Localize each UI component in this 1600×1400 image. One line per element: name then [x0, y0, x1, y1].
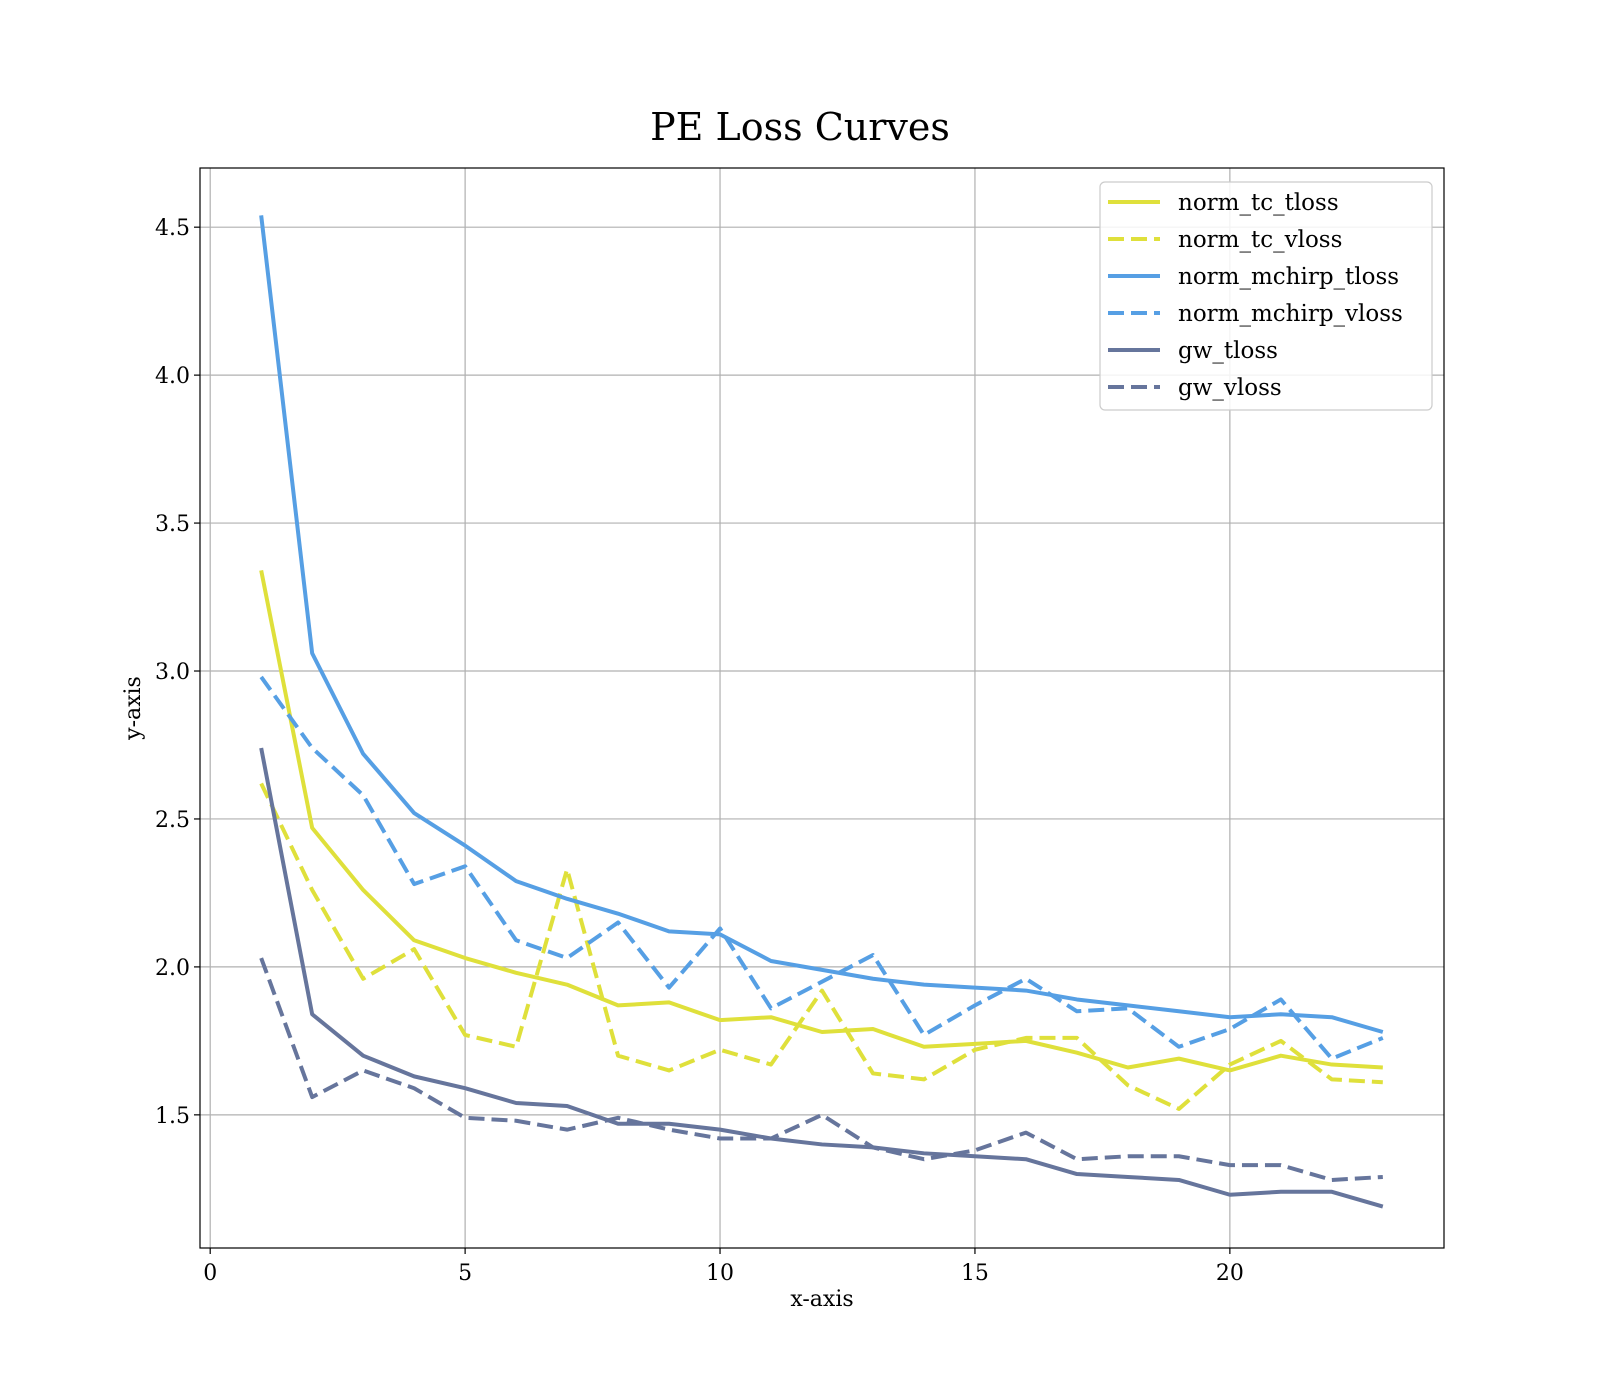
y-axis-label: y-axis: [121, 676, 146, 741]
legend-label-norm_mchirp_vloss: norm_mchirp_vloss: [1178, 301, 1403, 327]
series-line-norm_tc_tloss: [259, 570, 1383, 1073]
x-axis-label: x-axis: [790, 1287, 853, 1312]
x-tick-label: 10: [706, 1261, 734, 1286]
x-tick-label: 20: [1216, 1261, 1244, 1286]
series-line-norm_mchirp_vloss: [259, 675, 1384, 1061]
y-tick-label: 2.0: [155, 956, 190, 981]
y-tick-label: 3.5: [155, 512, 190, 537]
legend-label-gw_vloss: gw_vloss: [1178, 375, 1282, 401]
y-tick-label: 4.0: [155, 364, 190, 389]
legend-label-norm_tc_tloss: norm_tc_tloss: [1178, 190, 1339, 216]
grid: [200, 168, 1444, 1248]
legend: norm_tc_tloss norm_tc_vloss norm_mchirp_tl…: [1099, 181, 1433, 411]
x-tick-label: 0: [203, 1261, 217, 1286]
plot-frame: [199, 167, 1445, 1249]
legend-label-norm_tc_vloss: norm_tc_vloss: [1178, 227, 1342, 253]
x-tick-label: 15: [961, 1261, 989, 1286]
y-tick-label: 1.5: [155, 1104, 190, 1129]
y-axis-ticks: 1.5 2.0 2.5 3.0 3.5 4.0 4.5: [155, 216, 200, 1129]
series-line-norm_tc_vloss: [259, 782, 1383, 1111]
legend-box: [1099, 181, 1433, 411]
y-tick-label: 3.0: [155, 660, 190, 685]
series-line-norm_mchirp_tloss: [259, 215, 1384, 1034]
series-line-gw_tloss: [259, 747, 1384, 1209]
legend-label-gw_tloss: gw_tloss: [1178, 338, 1278, 364]
x-tick-label: 5: [458, 1261, 472, 1286]
plot-lines: [259, 215, 1384, 1209]
y-tick-label: 2.5: [155, 808, 190, 833]
chart-title: PE Loss Curves: [650, 105, 950, 149]
y-tick-label: 4.5: [155, 216, 190, 241]
legend-label-norm_mchirp_tloss: norm_mchirp_tloss: [1178, 264, 1399, 290]
x-axis-ticks: 0 5 10 15 20: [203, 1248, 1244, 1286]
